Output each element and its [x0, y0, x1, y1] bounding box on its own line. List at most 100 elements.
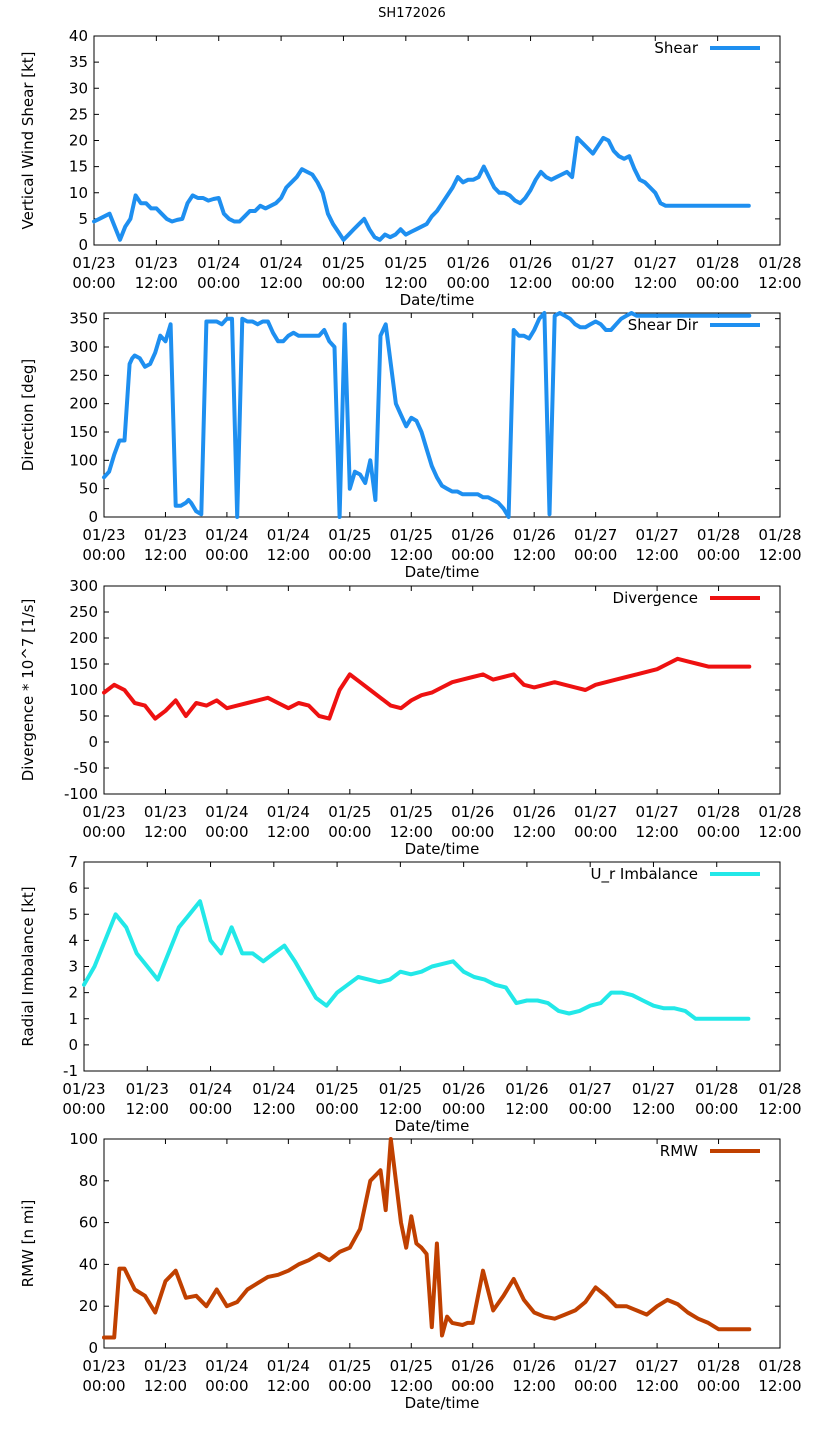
x-tick-label-date: 01/26	[451, 803, 494, 821]
y-tick-label: 30	[69, 79, 88, 97]
y-tick-label: -100	[64, 785, 98, 803]
y-tick-label: -1	[63, 1062, 78, 1080]
x-axis-label: Date/time	[405, 1394, 480, 1412]
x-tick-label-time: 12:00	[267, 546, 310, 564]
x-tick-label-date: 01/25	[384, 254, 427, 272]
y-tick-label: 20	[79, 1297, 98, 1315]
x-tick-label-time: 12:00	[635, 1377, 678, 1395]
y-tick-label: 100	[69, 1130, 98, 1148]
x-tick-label-date: 01/26	[513, 803, 556, 821]
y-tick-label: 7	[68, 853, 78, 871]
x-tick-label-date: 01/27	[635, 803, 678, 821]
x-tick-label-time: 12:00	[267, 823, 310, 841]
x-tick-label-time: 12:00	[390, 823, 433, 841]
series-line-shear	[92, 135, 751, 242]
x-tick-label-date: 01/27	[634, 254, 677, 272]
x-tick-label-time: 12:00	[252, 1100, 295, 1118]
x-tick-label-time: 00:00	[569, 1100, 612, 1118]
y-tick-label: 250	[69, 366, 98, 384]
x-tick-label-time: 00:00	[328, 1377, 371, 1395]
y-tick-label: 6	[68, 879, 78, 897]
x-tick-label-time: 12:00	[635, 823, 678, 841]
x-tick-label-date: 01/27	[574, 803, 617, 821]
x-tick-label-date: 01/28	[758, 803, 801, 821]
x-tick-label-date: 01/25	[315, 1080, 358, 1098]
x-tick-label-time: 00:00	[205, 546, 248, 564]
x-axis-label: Date/time	[395, 1117, 470, 1135]
y-axis-label: Divergence * 10^7 [1/s]	[19, 599, 37, 782]
x-tick-label-time: 00:00	[451, 1377, 494, 1395]
y-tick-label: 80	[79, 1172, 98, 1190]
x-tick-label-date: 01/27	[571, 254, 614, 272]
shear-panel: 0 5 10 15 20 25 30 35 40 01/23 00:00 01/23 12:00 01/2…	[19, 27, 802, 309]
x-tick-label-date: 01/23	[126, 1080, 169, 1098]
y-tick-label: 150	[69, 423, 98, 441]
y-tick-label: 60	[79, 1214, 98, 1232]
x-tick-label-time: 00:00	[574, 546, 617, 564]
x-axis-label: Date/time	[405, 563, 480, 581]
x-tick-label-time: 00:00	[697, 823, 740, 841]
x-tick-label-time: 00:00	[82, 1377, 125, 1395]
y-tick-label: 300	[69, 338, 98, 356]
x-tick-label-time: 00:00	[697, 1377, 740, 1395]
x-tick-label-date: 01/27	[635, 526, 678, 544]
x-tick-label-date: 01/28	[758, 1080, 801, 1098]
x-tick-label-date: 01/24	[205, 1357, 248, 1375]
x-tick-label-date: 01/27	[635, 1357, 678, 1375]
y-tick-label: 15	[69, 158, 88, 176]
x-tick-label-date: 01/26	[513, 526, 556, 544]
x-tick-label-time: 00:00	[328, 546, 371, 564]
y-tick-label: 0	[78, 236, 88, 254]
x-tick-label-date: 01/28	[758, 254, 801, 272]
x-tick-label-date: 01/24	[252, 1080, 295, 1098]
x-tick-label-date: 01/25	[328, 803, 371, 821]
x-tick-label-date: 01/24	[267, 526, 310, 544]
x-tick-label-date: 01/28	[696, 254, 739, 272]
x-tick-label-date: 01/23	[135, 254, 178, 272]
x-tick-label-time: 00:00	[189, 1100, 232, 1118]
ur-imbalance-panel: -1 0 1 2 3 4 5 6 7 01/23 00:00 01/23 12:00 01/24 00:00…	[19, 853, 802, 1135]
legend-label: Shear	[654, 39, 698, 57]
x-tick-label-time: 00:00	[695, 1100, 738, 1118]
x-tick-label-date: 01/26	[505, 1080, 548, 1098]
x-tick-label-time: 12:00	[758, 546, 801, 564]
x-tick-label-time: 12:00	[390, 1377, 433, 1395]
y-tick-label: 150	[69, 655, 98, 673]
y-tick-label: 20	[69, 132, 88, 150]
x-tick-label-time: 00:00	[574, 1377, 617, 1395]
y-axis-label: Direction [deg]	[19, 359, 37, 472]
x-tick-label-time: 12:00	[513, 823, 556, 841]
legend-label: Shear Dir	[628, 316, 699, 334]
x-tick-label-date: 01/26	[513, 1357, 556, 1375]
x-tick-label-time: 12:00	[635, 546, 678, 564]
x-tick-label-date: 01/26	[451, 1357, 494, 1375]
x-tick-label-time: 00:00	[696, 274, 739, 292]
x-tick-label-date: 01/25	[390, 1357, 433, 1375]
x-tick-label-date: 01/28	[697, 803, 740, 821]
x-tick-label-time: 12:00	[634, 274, 677, 292]
x-tick-label-time: 00:00	[451, 546, 494, 564]
x-tick-label-date: 01/24	[189, 1080, 232, 1098]
x-tick-label-date: 01/28	[697, 526, 740, 544]
x-tick-label-time: 00:00	[82, 546, 125, 564]
x-tick-label-time: 12:00	[758, 823, 801, 841]
x-tick-label-date: 01/25	[379, 1080, 422, 1098]
y-tick-label: 5	[78, 210, 88, 228]
y-tick-label: 0	[88, 1339, 98, 1357]
x-tick-label-date: 01/25	[328, 1357, 371, 1375]
x-tick-label-time: 12:00	[758, 1377, 801, 1395]
shear-dir-panel: 0 50 100 150 200 250 300 350 01/23 00:00 01/23 12:0…	[19, 310, 802, 581]
plot-frame	[103, 585, 781, 795]
x-tick-label-time: 00:00	[451, 823, 494, 841]
plot-frame	[103, 312, 781, 518]
x-tick-label-time: 00:00	[72, 274, 115, 292]
divergence-panel: -100 -50 0 50 100 150 200 250 300 01/23 00:00 01/23…	[19, 577, 802, 858]
x-tick-label-time: 00:00	[447, 274, 490, 292]
x-tick-label-time: 00:00	[82, 823, 125, 841]
x-tick-label-time: 00:00	[328, 823, 371, 841]
figure-title: SH172026	[378, 6, 446, 21]
y-tick-label: 100	[69, 681, 98, 699]
series-line-rmw	[102, 1137, 752, 1340]
x-tick-label-date: 01/23	[144, 526, 187, 544]
